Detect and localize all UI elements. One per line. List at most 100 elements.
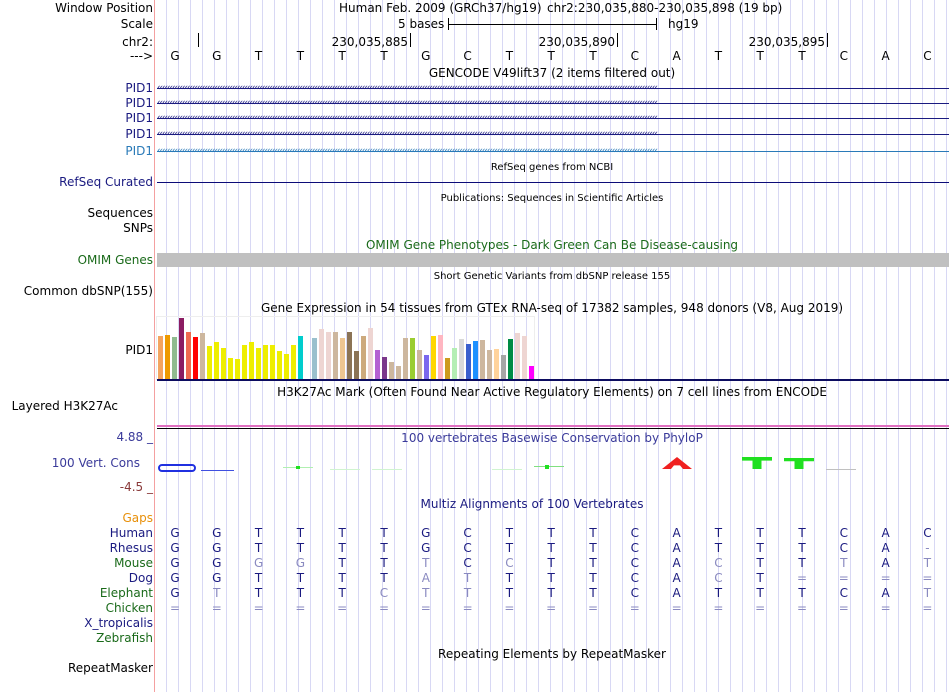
species-label-chicken[interactable]: Chicken (105, 601, 153, 615)
gtex-tissue-bar[interactable] (158, 335, 163, 380)
gtex-tissue-bar[interactable] (487, 349, 492, 380)
gtex-tissue-bar[interactable] (361, 335, 366, 380)
track-divider (157, 428, 949, 429)
gtex-tissue-bar[interactable] (340, 337, 345, 380)
gtex-tissue-bar[interactable] (277, 351, 282, 380)
gtex-tissue-bar[interactable] (494, 348, 499, 380)
gtex-tissue-bar[interactable] (263, 344, 268, 380)
aligned-base: T (338, 526, 346, 540)
label-strand[interactable]: ---> (129, 49, 153, 63)
gtex-tissue-bar[interactable] (193, 336, 198, 380)
gene-label-pid1[interactable]: PID1 (125, 81, 153, 95)
gtex-tissue-bar[interactable] (221, 347, 226, 380)
gtex-tissue-bar[interactable] (214, 341, 219, 380)
aligned-base: T (798, 586, 806, 600)
gtex-tissue-bar[interactable] (445, 358, 450, 380)
gene-label-pid1[interactable]: PID1 (125, 127, 153, 141)
gtex-bar-chart[interactable] (156, 316, 535, 380)
gtex-tissue-bar[interactable] (179, 318, 184, 380)
gtex-tissue-bar[interactable] (410, 337, 415, 380)
gene-model-pid1[interactable]: ‹‹‹‹‹‹‹‹‹‹‹‹‹‹‹‹‹‹‹‹‹‹‹‹‹‹‹‹‹‹‹‹‹‹‹‹‹‹‹‹… (157, 146, 949, 156)
label-sequences[interactable]: Sequences (87, 206, 153, 220)
gtex-tissue-bar[interactable] (165, 334, 170, 380)
gtex-tissue-bar[interactable] (270, 344, 275, 380)
gtex-tissue-bar[interactable] (529, 366, 534, 380)
gtex-tissue-bar[interactable] (403, 337, 408, 380)
gtex-tissue-bar[interactable] (424, 355, 429, 380)
species-label-human[interactable]: Human (109, 526, 153, 540)
reference-base: T (296, 49, 305, 63)
gene-model-pid1[interactable]: ‹‹‹‹‹‹‹‹‹‹‹‹‹‹‹‹‹‹‹‹‹‹‹‹‹‹‹‹‹‹‹‹‹‹‹‹‹‹‹‹… (157, 113, 949, 123)
label-100-vert-cons[interactable]: 100 Vert. Cons (51, 456, 140, 470)
gtex-tissue-bar[interactable] (242, 344, 247, 380)
reference-base: A (672, 49, 681, 63)
gene-model-pid1[interactable]: ‹‹‹‹‹‹‹‹‹‹‹‹‹‹‹‹‹‹‹‹‹‹‹‹‹‹‹‹‹‹‹‹‹‹‹‹‹‹‹‹… (157, 129, 949, 139)
species-label-dog[interactable]: Dog (128, 571, 153, 585)
gtex-tissue-bar[interactable] (284, 354, 289, 380)
logo-g-icon (158, 464, 196, 472)
label-repeatmasker[interactable]: RepeatMasker (67, 661, 153, 675)
gtex-tissue-bar[interactable] (431, 335, 436, 380)
gtex-tissue-bar[interactable] (354, 351, 359, 380)
gtex-tissue-bar[interactable] (249, 341, 254, 380)
species-label-elephant[interactable]: Elephant (99, 586, 153, 600)
species-label-mouse[interactable]: Mouse (114, 556, 153, 570)
refseq-line[interactable] (157, 182, 949, 183)
gtex-tissue-bar[interactable] (389, 362, 394, 380)
gtex-tissue-bar[interactable] (228, 358, 233, 380)
reference-base: A (881, 49, 890, 63)
label-gtex-pid1[interactable]: PID1 (125, 343, 153, 357)
scale-bar-tick (656, 18, 657, 30)
aligned-base: T (338, 571, 346, 585)
label-layered-h3k27ac[interactable]: Layered H3K27Ac (11, 399, 118, 413)
gene-label-pid1[interactable]: PID1 (125, 96, 153, 110)
gtex-tissue-bar[interactable] (172, 336, 177, 380)
gtex-tissue-bar[interactable] (298, 335, 303, 380)
species-label-rhesus[interactable]: Rhesus (109, 541, 153, 555)
label-snps[interactable]: SNPs (123, 221, 153, 235)
label-omim-genes[interactable]: OMIM Genes (77, 253, 153, 267)
aligned-base: C (714, 571, 723, 585)
gene-label-pid1[interactable]: PID1 (125, 111, 153, 125)
ruler-tick (827, 33, 828, 47)
omim-gene-bar[interactable] (157, 253, 949, 267)
gtex-tissue-bar[interactable] (501, 355, 506, 380)
gtex-tissue-bar[interactable] (319, 328, 324, 380)
gtex-tissue-bar[interactable] (256, 347, 261, 380)
gtex-tissue-bar[interactable] (333, 331, 338, 380)
gtex-tissue-bar[interactable] (368, 327, 373, 380)
label-common-dbsnp[interactable]: Common dbSNP(155) (23, 284, 153, 298)
gtex-tissue-bar[interactable] (459, 338, 464, 380)
gtex-tissue-bar[interactable] (207, 345, 212, 380)
gtex-tissue-bar[interactable] (200, 332, 205, 380)
reference-base: G (170, 49, 180, 63)
gtex-tissue-bar[interactable] (438, 334, 443, 380)
gtex-tissue-bar[interactable] (466, 343, 471, 380)
gtex-tissue-bar[interactable] (522, 335, 527, 380)
gene-label-pid1[interactable]: PID1 (125, 144, 153, 158)
gene-model-pid1[interactable]: ‹‹‹‹‹‹‹‹‹‹‹‹‹‹‹‹‹‹‹‹‹‹‹‹‹‹‹‹‹‹‹‹‹‹‹‹‹‹‹‹… (157, 98, 949, 108)
gtex-tissue-bar[interactable] (375, 349, 380, 380)
aligned-base: T (756, 586, 764, 600)
gtex-tissue-bar[interactable] (508, 338, 513, 380)
gene-model-pid1[interactable]: ‹‹‹‹‹‹‹‹‹‹‹‹‹‹‹‹‹‹‹‹‹‹‹‹‹‹‹‹‹‹‹‹‹‹‹‹‹‹‹‹… (157, 83, 949, 93)
gtex-tissue-bar[interactable] (291, 344, 296, 380)
label-gaps[interactable]: Gaps (122, 511, 153, 525)
gtex-tissue-bar[interactable] (396, 366, 401, 380)
gtex-tissue-bar[interactable] (417, 349, 422, 380)
species-label-x_tropicalis[interactable]: X_tropicalis (84, 616, 153, 630)
gtex-tissue-bar[interactable] (480, 339, 485, 380)
gtex-tissue-bar[interactable] (186, 331, 191, 380)
aligned-base: = (295, 601, 306, 615)
gtex-tissue-bar[interactable] (312, 337, 317, 380)
gtex-tissue-bar[interactable] (515, 332, 520, 380)
species-label-zebrafish[interactable]: Zebrafish (96, 631, 153, 645)
gtex-tissue-bar[interactable] (347, 331, 352, 380)
gtex-tissue-bar[interactable] (382, 357, 387, 380)
gtex-tissue-bar[interactable] (473, 340, 478, 380)
gtex-tissue-bar[interactable] (452, 347, 457, 380)
gtex-tissue-bar[interactable] (326, 331, 331, 380)
gtex-tissue-bar[interactable] (235, 359, 240, 380)
label-refseq-curated[interactable]: RefSeq Curated (59, 175, 153, 189)
logo-mark (492, 469, 522, 470)
